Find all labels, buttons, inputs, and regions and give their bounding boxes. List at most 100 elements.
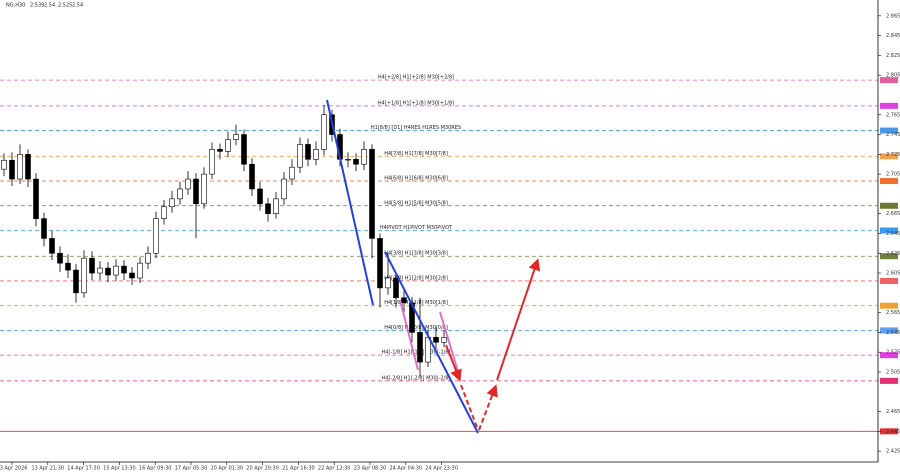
candle-body bbox=[89, 257, 95, 274]
level-label: H4[1/8] H1[1/8] M30[1/8] bbox=[384, 300, 448, 306]
y-tick-label: 2.745 bbox=[886, 132, 900, 138]
candle-body bbox=[289, 166, 295, 180]
candle-body bbox=[273, 198, 279, 214]
candle-body bbox=[113, 265, 119, 276]
x-tick-label: 20 Apr 20:30 bbox=[246, 466, 279, 472]
candle-body bbox=[225, 139, 231, 152]
level-label: H4[+1/8] H1[+1/8] M30[+1/8] bbox=[378, 100, 454, 106]
x-tick-label: 15 Apr 13:30 bbox=[103, 466, 136, 472]
candle-body bbox=[265, 203, 271, 214]
x-tick-label: 23 Apr 08:30 bbox=[354, 466, 387, 472]
candle-body bbox=[121, 265, 127, 274]
candle-body bbox=[345, 158, 351, 161]
y-tick-label: 2.765 bbox=[886, 112, 900, 118]
candle-body bbox=[41, 218, 47, 239]
header-value: 2.54 bbox=[44, 3, 55, 9]
candle-body bbox=[185, 178, 191, 190]
level-label: H4PIVOT H1PIVOT M30PIVOT bbox=[380, 225, 453, 231]
candle-body bbox=[177, 188, 183, 200]
candle-body bbox=[81, 257, 87, 294]
level-tag bbox=[880, 102, 898, 109]
level-label: H4[5/8] H1[5/8] M30[5/8] bbox=[384, 200, 448, 206]
candle-body bbox=[441, 337, 447, 343]
candle-body bbox=[393, 277, 399, 299]
arrow bbox=[496, 258, 541, 381]
y-tick-label: 2.445 bbox=[886, 429, 900, 435]
level-tag bbox=[880, 77, 898, 84]
level-tag bbox=[880, 178, 898, 185]
candle-body bbox=[153, 218, 159, 254]
candle-body bbox=[73, 269, 79, 294]
y-tick-label: 2.505 bbox=[886, 369, 900, 375]
candle-body bbox=[313, 149, 319, 160]
candle-body bbox=[129, 272, 135, 279]
candle-body bbox=[361, 149, 367, 165]
axes: 2.865 2.845 2.825 2.805 2.765 2.745 2.725 2.705… bbox=[0, 13, 900, 471]
level-label: H4[0/8] H1[0/8] M30[0/8] bbox=[384, 325, 448, 331]
candle-body bbox=[369, 149, 375, 239]
candles bbox=[1, 104, 447, 377]
x-tick-label: 24 Apr 04:30 bbox=[389, 466, 422, 472]
candle-body bbox=[281, 178, 287, 200]
y-tick-label: 2.845 bbox=[886, 33, 900, 39]
level-label: H4[2/8] H1[2/8] M30[2/8] bbox=[384, 275, 448, 281]
x-tick-label: 20 Apr 01:30 bbox=[210, 466, 243, 472]
y-tick-label: 2.865 bbox=[886, 13, 900, 19]
y-tick-label: 2.465 bbox=[886, 409, 900, 415]
header-value: 2.54 bbox=[72, 3, 83, 9]
candle-body bbox=[305, 144, 311, 160]
candle-body bbox=[1, 159, 7, 170]
candle-body bbox=[201, 173, 207, 205]
x-tick-label: 14 Apr 17:30 bbox=[67, 466, 100, 472]
y-tick-label: 2.805 bbox=[886, 73, 900, 79]
target-tag bbox=[880, 428, 898, 435]
level-label: H4[7/8] H1[7/8] M30[7/8] bbox=[384, 151, 448, 157]
level-tag bbox=[880, 227, 898, 234]
symbol: NG,H30 bbox=[6, 3, 25, 9]
level-tag bbox=[880, 352, 898, 359]
candle-body bbox=[49, 238, 55, 254]
y-tick-label: 2.565 bbox=[886, 310, 900, 316]
y-tick-label: 2.645 bbox=[886, 231, 900, 237]
candle-body bbox=[297, 144, 303, 168]
level-tag bbox=[880, 302, 898, 309]
arrow bbox=[445, 344, 462, 382]
candle-body bbox=[65, 262, 71, 271]
candle-body bbox=[145, 252, 151, 264]
x-tick-label: 21 Apr 16:30 bbox=[282, 466, 315, 472]
candle-body bbox=[385, 277, 391, 289]
candle-body bbox=[353, 158, 359, 165]
candle-body bbox=[17, 154, 23, 180]
x-tick-label: 13 Apr 2026 bbox=[0, 466, 27, 472]
candle-body bbox=[217, 149, 223, 152]
candle-body bbox=[257, 188, 263, 205]
drawings bbox=[326, 99, 541, 434]
x-tick-label: 16 Apr 09:30 bbox=[139, 466, 172, 472]
candle-body bbox=[25, 154, 31, 180]
trend-line bbox=[439, 311, 461, 379]
header-value: 2.525 bbox=[58, 3, 72, 9]
candle-body bbox=[321, 114, 327, 150]
candle-body bbox=[417, 332, 423, 363]
candle-body bbox=[193, 178, 199, 205]
candle-body bbox=[169, 198, 175, 208]
trend-line bbox=[384, 251, 479, 434]
x-tick-label: 24 Apr 23:30 bbox=[425, 466, 458, 472]
candle-body bbox=[377, 238, 383, 289]
trend-line bbox=[326, 99, 374, 306]
y-tick-label: 2.705 bbox=[886, 172, 900, 178]
candle-body bbox=[241, 134, 247, 165]
level-tag bbox=[880, 127, 898, 134]
level-label: H4[+2/8] H1[+2/8] M30[+2/8] bbox=[378, 75, 454, 81]
level-label: H4[3/8] H1[3/8] M30[3/8] bbox=[384, 251, 448, 257]
x-tick-label: 22 Apr 12:30 bbox=[318, 466, 351, 472]
level-tag bbox=[880, 153, 898, 160]
level-tag bbox=[880, 253, 898, 260]
y-tick-label: 2.605 bbox=[886, 271, 900, 277]
candle-body bbox=[209, 149, 215, 175]
candle-body bbox=[161, 206, 167, 219]
y-tick-label: 2.665 bbox=[886, 211, 900, 217]
header-value: 2.539 bbox=[30, 3, 44, 9]
x-tick-label: 17 Apr 05:30 bbox=[175, 466, 208, 472]
